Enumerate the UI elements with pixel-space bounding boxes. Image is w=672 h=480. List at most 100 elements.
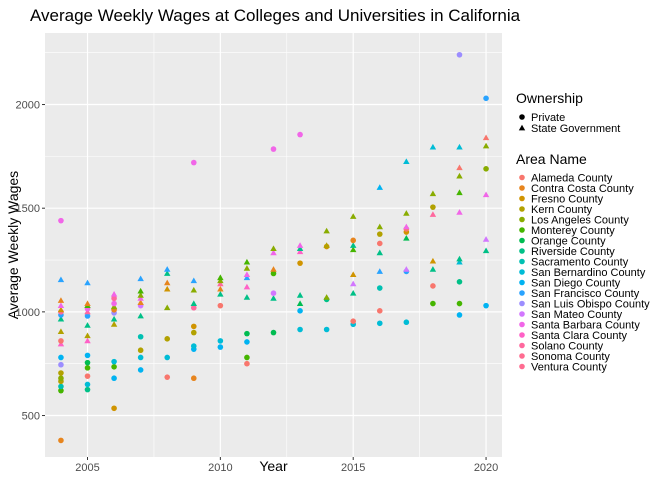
data-point [456, 164, 463, 171]
y-axis-title: Average Weekly Wages [5, 171, 21, 319]
data-point [296, 292, 304, 298]
data-point [243, 265, 251, 271]
data-point [111, 405, 117, 412]
data-point [217, 277, 224, 284]
data-point [217, 291, 224, 297]
data-point [270, 245, 277, 252]
data-point [456, 189, 463, 196]
data-point [111, 364, 117, 370]
data-point [323, 294, 330, 300]
data-point [243, 274, 251, 281]
data-point [137, 354, 144, 361]
color-legend-label: Ventura County [531, 362, 607, 374]
data-point [429, 266, 437, 272]
chart-title: Average Weekly Wages at Colleges and Uni… [30, 6, 521, 25]
color-legend-label: Santa Clara County [531, 330, 627, 342]
data-point [84, 332, 91, 339]
data-point [217, 280, 224, 287]
data-point [84, 322, 91, 328]
color-legend-label: Santa Barbara County [531, 320, 640, 332]
data-point [217, 274, 224, 281]
data-point [482, 191, 490, 198]
data-point [217, 285, 224, 292]
data-point [456, 312, 463, 318]
data-point [376, 320, 383, 327]
data-point [110, 321, 118, 327]
data-point [297, 326, 303, 333]
data-point [137, 312, 144, 319]
legend-color-key [519, 290, 525, 296]
data-point [349, 242, 357, 248]
legend-color-key [519, 248, 525, 254]
data-point [164, 279, 171, 286]
data-point [270, 249, 277, 256]
legend-color-key [519, 300, 525, 307]
data-point [429, 257, 437, 264]
color-legend-label: Sacramento County [531, 257, 629, 269]
x-axis-title: Year [259, 458, 288, 474]
data-point [482, 142, 490, 149]
data-point [57, 315, 65, 322]
data-point [190, 277, 198, 284]
color-legend-label: San Diego County [531, 278, 621, 290]
data-point [217, 302, 224, 309]
data-point [217, 338, 224, 344]
color-legend-label: Solano County [531, 341, 604, 353]
color-legend-label: Los Angeles County [531, 215, 629, 227]
data-point [217, 344, 224, 350]
legend-color-key [519, 227, 525, 233]
y-tick-label: 500 [22, 411, 40, 423]
data-point [84, 300, 91, 306]
color-legend-label: San Francisco County [531, 288, 640, 300]
data-point [137, 367, 144, 373]
data-point [403, 223, 410, 230]
data-point [190, 159, 197, 166]
color-legend-label: San Mateo County [531, 309, 623, 321]
data-point [270, 266, 277, 272]
data-point [137, 287, 144, 294]
data-point [456, 143, 463, 150]
y-tick-label: 1000 [16, 307, 40, 319]
data-point [323, 326, 330, 333]
data-point [137, 295, 144, 301]
x-tick-label: 2005 [75, 462, 99, 474]
data-point [349, 213, 357, 219]
x-tick-label: 2015 [341, 462, 365, 474]
data-point [376, 231, 383, 237]
data-point [297, 308, 303, 314]
data-point [456, 172, 463, 179]
data-point [58, 338, 64, 344]
color-legend-label: Riverside County [531, 246, 615, 258]
data-point [244, 339, 250, 345]
data-point [190, 286, 198, 293]
data-point [429, 211, 437, 217]
data-point [270, 295, 277, 301]
shape-legend-title: Ownership [516, 90, 583, 106]
data-point [349, 246, 357, 253]
data-point [482, 134, 490, 141]
data-point [403, 210, 410, 216]
x-tick-label: 2010 [208, 462, 232, 474]
data-point [349, 271, 357, 277]
data-point [376, 268, 383, 274]
data-points [57, 51, 490, 444]
data-point [403, 235, 410, 241]
color-legend-label: Sonoma County [531, 351, 610, 363]
color-legend-label: San Luis Obispo County [531, 299, 650, 311]
data-point [430, 300, 436, 307]
legend-color-key [519, 216, 525, 223]
data-point [111, 300, 117, 307]
legend-color-key [519, 195, 525, 202]
data-point [297, 260, 303, 266]
data-point [243, 283, 251, 290]
legend-color-key [519, 363, 525, 370]
data-point [350, 318, 357, 324]
data-point [403, 266, 410, 272]
data-point [111, 358, 117, 365]
color-legend-label: Alameda County [531, 173, 613, 185]
legend-color-key [519, 332, 525, 338]
data-point [58, 383, 64, 390]
data-point [84, 381, 91, 388]
data-point [403, 319, 410, 326]
